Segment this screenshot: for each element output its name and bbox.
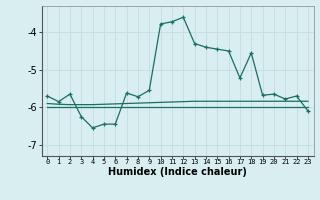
X-axis label: Humidex (Indice chaleur): Humidex (Indice chaleur) <box>108 167 247 177</box>
